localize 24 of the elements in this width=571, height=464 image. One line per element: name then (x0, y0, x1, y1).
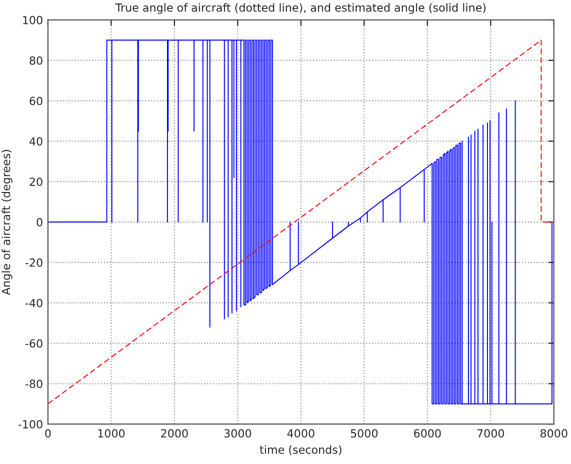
y-tick-label: 0 (36, 218, 42, 226)
x-tick-label: 7000 (477, 429, 504, 438)
y-tick-label: -40 (26, 298, 42, 308)
x-axis-title: time (seconds) (260, 445, 342, 456)
y-tick-label: -100 (18, 420, 42, 428)
x-tick-label: 2000 (161, 429, 188, 438)
y-tick-label: -60 (26, 339, 42, 348)
y-tick-label: 80 (30, 56, 42, 65)
chart-title: True angle of aircraft (dotted line), and estimated angle (solid line) (115, 3, 486, 14)
y-tick-label: 60 (30, 96, 42, 106)
x-tick-label: 3000 (224, 429, 252, 438)
y-axis-title: Angle of aircraft (degrees) (2, 150, 12, 295)
x-tick-label: 5000 (350, 429, 378, 438)
y-tick-label: 100 (23, 16, 42, 24)
x-tick-label: 6000 (414, 429, 441, 438)
y-tick-label: -80 (26, 380, 42, 388)
x-tick-label: 4000 (287, 429, 314, 438)
y-tick-label: 40 (30, 137, 42, 146)
x-tick-label: 0 (45, 429, 51, 438)
x-tick-label: 8000 (540, 429, 568, 438)
y-tick-label: 20 (30, 178, 42, 186)
x-tick-label: 1000 (98, 429, 125, 438)
line-series (48, 40, 554, 404)
y-tick-label: -20 (26, 258, 42, 267)
